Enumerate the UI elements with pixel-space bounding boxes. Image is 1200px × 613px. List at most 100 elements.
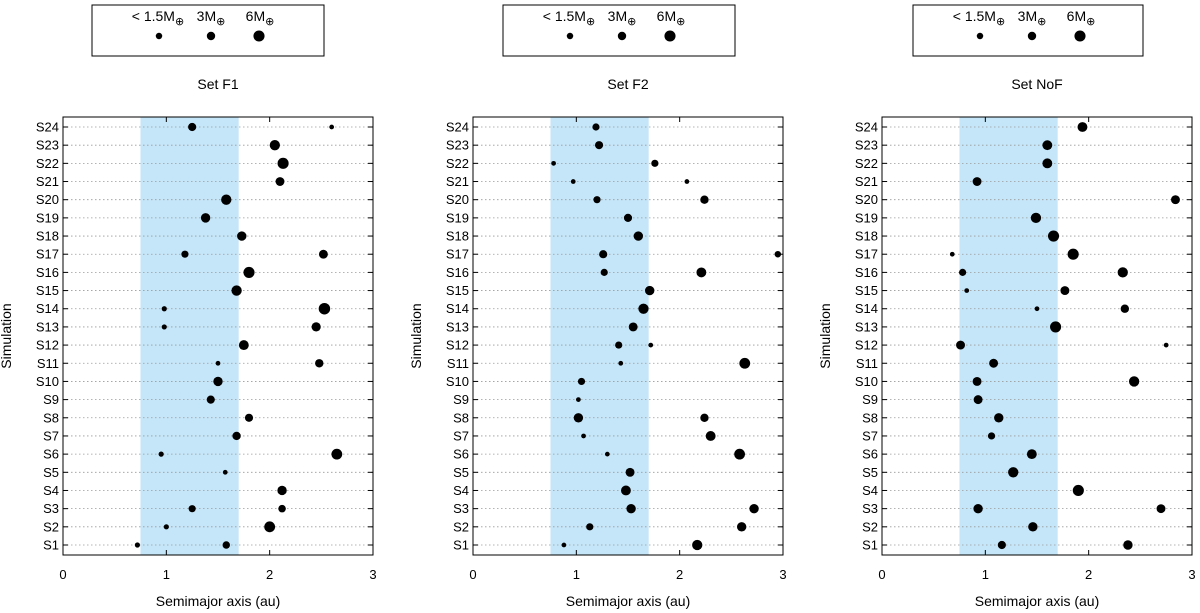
legend-label: 6M⊕ xyxy=(657,8,686,28)
planet-point xyxy=(200,213,211,223)
legend-label-mass: < 1.5M xyxy=(953,8,996,24)
y-tick-label: S8 xyxy=(43,410,59,425)
legend-label-mass: 6M xyxy=(657,8,676,24)
planet-point xyxy=(1008,467,1019,478)
x-tick-label: 1 xyxy=(163,567,170,582)
planet-point xyxy=(648,342,654,348)
planet-point xyxy=(705,431,716,441)
planet-point xyxy=(586,523,594,531)
planet-point xyxy=(1123,540,1133,550)
y-tick-label: S12 xyxy=(446,338,469,353)
legend-marker xyxy=(253,30,265,42)
y-tick-label: S1 xyxy=(43,538,59,553)
y-tick-label: S9 xyxy=(862,392,878,407)
y-tick-label: S4 xyxy=(43,483,59,498)
y-tick-label: S17 xyxy=(36,247,59,262)
planet-point xyxy=(700,413,709,422)
planet-point xyxy=(215,360,221,366)
planet-point xyxy=(318,302,331,315)
planet-point xyxy=(628,322,638,332)
y-tick-label: S23 xyxy=(855,138,878,153)
earth-symbol: ⊕ xyxy=(627,16,636,28)
planet-point xyxy=(1060,286,1070,296)
legend-label-mass: 3M xyxy=(197,8,216,24)
planet-point xyxy=(964,288,970,293)
y-tick-label: S5 xyxy=(453,465,469,480)
y-tick-label: S6 xyxy=(862,447,878,462)
planet-point xyxy=(638,303,649,314)
panel-1: S1 S2 S3 S4 S5 S6 S7 S8 S9 S10 S11 S12 S13 S14 S15 S16 S… xyxy=(0,76,377,609)
planet-point xyxy=(1030,212,1042,224)
planet-point xyxy=(1028,522,1038,532)
planet-point xyxy=(1042,140,1053,151)
legend-marker xyxy=(617,31,627,41)
planet-point xyxy=(181,250,189,258)
planet-point xyxy=(1067,248,1079,260)
y-tick-label: S23 xyxy=(446,138,469,153)
y-tick-label: S4 xyxy=(453,483,469,498)
x-tick-label: 1 xyxy=(573,567,580,582)
x-tick-label: 3 xyxy=(1188,567,1195,582)
y-tick-label: S20 xyxy=(36,192,59,207)
y-tick-label: S20 xyxy=(446,192,469,207)
y-tick-label: S17 xyxy=(446,247,469,262)
planet-point xyxy=(158,451,164,457)
planet-point xyxy=(972,177,982,186)
planet-point xyxy=(594,141,604,150)
planet-point xyxy=(973,395,983,405)
planet-point xyxy=(749,503,759,514)
planet-point xyxy=(997,540,1006,550)
y-tick-label: S16 xyxy=(36,265,59,280)
planet-point xyxy=(1163,342,1169,348)
x-tick-label: 1 xyxy=(982,567,989,582)
habitable-zone-band xyxy=(550,117,649,555)
planet-point xyxy=(231,285,242,296)
y-tick-label: S22 xyxy=(36,156,59,171)
legend-marker xyxy=(1074,30,1086,42)
x-axis-title: Semimajor axis (au) xyxy=(975,593,1099,609)
y-tick-label: S12 xyxy=(855,338,878,353)
y-tick-label: S18 xyxy=(855,229,878,244)
y-tick-label: S9 xyxy=(43,392,59,407)
y-tick-label: S13 xyxy=(446,319,469,334)
legend-box xyxy=(91,4,325,57)
legend-label-mass: 3M xyxy=(608,8,627,24)
y-tick-label: S4 xyxy=(862,483,878,498)
legend-label-mass: 6M xyxy=(1067,8,1086,24)
legend-marker xyxy=(566,32,574,40)
y-tick-label: S13 xyxy=(855,319,878,334)
y-tick-label: S9 xyxy=(453,392,469,407)
x-tick-label: 0 xyxy=(469,567,476,582)
planet-point xyxy=(163,524,169,530)
planet-point xyxy=(277,485,287,496)
planet-point xyxy=(221,194,232,205)
planet-point xyxy=(1120,304,1130,313)
planet-point xyxy=(973,503,983,514)
planet-point xyxy=(561,542,567,548)
x-tick-label: 2 xyxy=(266,567,273,582)
planet-point xyxy=(604,451,610,457)
y-tick-label: S13 xyxy=(36,319,59,334)
y-tick-label: S2 xyxy=(453,519,469,534)
panel-2: S1 S2 S3 S4 S5 S6 S7 S8 S9 S10 S11 S12 S13 S14 S15 S16 S… xyxy=(408,76,787,609)
y-tick-label: S14 xyxy=(36,301,59,316)
legend-label: 3M⊕ xyxy=(197,8,226,28)
planet-point xyxy=(696,267,707,278)
planet-point xyxy=(651,159,659,167)
planet-point xyxy=(188,505,196,513)
y-tick-label: S16 xyxy=(446,265,469,280)
y-tick-label: S18 xyxy=(36,229,59,244)
y-tick-label: S3 xyxy=(862,501,878,516)
plot-frame xyxy=(881,116,1193,556)
y-tick-label: S20 xyxy=(855,192,878,207)
y-tick-label: S8 xyxy=(862,410,878,425)
y-tick-label: S23 xyxy=(36,138,59,153)
y-tick-label: S7 xyxy=(43,428,59,443)
planet-point xyxy=(972,376,982,386)
x-tick-label: 3 xyxy=(369,567,376,582)
legend-label-mass: < 1.5M xyxy=(132,8,175,24)
y-tick-label: S7 xyxy=(453,428,469,443)
planet-point xyxy=(161,306,167,312)
legend-marker xyxy=(976,32,984,40)
